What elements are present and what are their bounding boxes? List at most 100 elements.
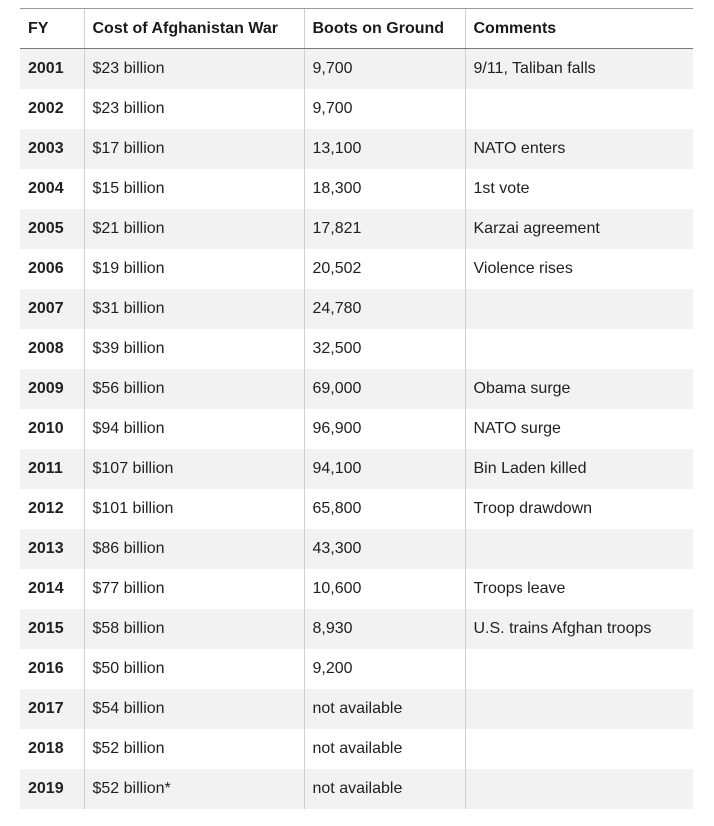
cell-fy: 2013 — [28, 539, 64, 557]
cell-cost: $107 billion — [83, 448, 304, 489]
table-row: 2014 $77 billion 10,600 Troops leave — [20, 568, 693, 609]
header-fy: FY — [20, 8, 84, 49]
cell-comments — [464, 688, 693, 729]
cell-cost: $52 billion* — [83, 768, 304, 809]
cell-comments — [464, 328, 693, 369]
table-row: 2012 $101 billion 65,800 Troop drawdown — [20, 488, 693, 529]
cell-boots: 9,200 — [303, 648, 465, 689]
cell-boots: 24,780 — [303, 288, 465, 329]
cell-fy: 2017 — [28, 699, 64, 717]
cell-boots: 69,000 — [303, 368, 465, 409]
cell-cost: $31 billion — [83, 288, 304, 329]
table-row: 2013 $86 billion 43,300 — [20, 528, 693, 569]
cell-cost: $86 billion — [83, 528, 304, 569]
table-row: 2010 $94 billion 96,900 NATO surge — [20, 408, 693, 449]
cell-boots: 43,300 — [303, 528, 465, 569]
afghanistan-war-cost-table-container: FY Cost of Afghanistan War Boots on Grou… — [20, 8, 693, 809]
table-body: 2001 $23 billion 9,700 9/11, Taliban falls 2… — [20, 48, 693, 809]
table-row: 2004 $15 billion 18,300 1st vote — [20, 168, 693, 209]
cell-cost: $39 billion — [83, 328, 304, 369]
table-row: 2009 $56 billion 69,000 Obama surge — [20, 368, 693, 409]
cell-fy: 2006 — [28, 259, 64, 277]
cell-comments — [464, 648, 693, 689]
cell-comments — [464, 768, 693, 809]
table-row: 2007 $31 billion 24,780 — [20, 288, 693, 329]
cell-boots: 17,821 — [303, 208, 465, 249]
cell-comments: 9/11, Taliban falls — [464, 48, 693, 89]
cell-fy: 2019 — [28, 779, 64, 797]
cell-boots: 65,800 — [303, 488, 465, 529]
cell-comments: Troop drawdown — [464, 488, 693, 529]
cell-comments — [464, 528, 693, 569]
cell-cost: $50 billion — [83, 648, 304, 689]
cell-cost: $21 billion — [83, 208, 304, 249]
cell-comments: 1st vote — [464, 168, 693, 209]
cell-fy: 2001 — [28, 59, 64, 77]
cell-boots: 96,900 — [303, 408, 465, 449]
cell-boots: 32,500 — [303, 328, 465, 369]
cell-boots: 18,300 — [303, 168, 465, 209]
cell-cost: $52 billion — [83, 728, 304, 769]
cell-cost: $19 billion — [83, 248, 304, 289]
cell-fy: 2007 — [28, 299, 64, 317]
table-row: 2019 $52 billion* not available — [20, 768, 693, 809]
cell-fy: 2018 — [28, 739, 64, 757]
cell-comments: NATO enters — [464, 128, 693, 169]
cell-fy: 2015 — [28, 619, 64, 637]
header-cost: Cost of Afghanistan War — [83, 8, 304, 49]
cell-comments: Obama surge — [464, 368, 693, 409]
header-row: FY Cost of Afghanistan War Boots on Grou… — [20, 8, 693, 49]
cell-cost: $77 billion — [83, 568, 304, 609]
cell-comments — [464, 288, 693, 329]
cell-cost: $15 billion — [83, 168, 304, 209]
cell-fy: 2014 — [28, 579, 64, 597]
cell-comments — [464, 88, 693, 129]
cell-comments: Violence rises — [464, 248, 693, 289]
cell-cost: $101 billion — [83, 488, 304, 529]
cell-fy: 2004 — [28, 179, 64, 197]
cell-boots: 94,100 — [303, 448, 465, 489]
table-row: 2006 $19 billion 20,502 Violence rises — [20, 248, 693, 289]
table-row: 2017 $54 billion not available — [20, 688, 693, 729]
cell-comments — [464, 728, 693, 769]
cell-cost: $23 billion — [83, 88, 304, 129]
afghanistan-war-cost-table: FY Cost of Afghanistan War Boots on Grou… — [20, 8, 693, 809]
cell-fy: 2005 — [28, 219, 64, 237]
cell-comments: NATO surge — [464, 408, 693, 449]
cell-fy: 2008 — [28, 339, 64, 357]
cell-boots: 10,600 — [303, 568, 465, 609]
table-row: 2016 $50 billion 9,200 — [20, 648, 693, 689]
cell-fy: 2011 — [28, 459, 63, 477]
table-header: FY Cost of Afghanistan War Boots on Grou… — [20, 8, 693, 49]
cell-fy: 2009 — [28, 379, 64, 397]
cell-comments: U.S. trains Afghan troops — [464, 608, 693, 649]
table-row: 2002 $23 billion 9,700 — [20, 88, 693, 129]
table-row: 2001 $23 billion 9,700 9/11, Taliban falls — [20, 48, 693, 89]
cell-comments: Troops leave — [464, 568, 693, 609]
header-comments: Comments — [464, 8, 693, 49]
cell-comments: Bin Laden killed — [464, 448, 693, 489]
cell-cost: $54 billion — [83, 688, 304, 729]
cell-fy: 2012 — [28, 499, 64, 517]
table-row: 2018 $52 billion not available — [20, 728, 693, 769]
cell-boots: not available — [303, 768, 465, 809]
cell-boots: 8,930 — [303, 608, 465, 649]
cell-comments: Karzai agreement — [464, 208, 693, 249]
cell-fy: 2016 — [28, 659, 64, 677]
cell-fy: 2003 — [28, 139, 64, 157]
cell-fy: 2010 — [28, 419, 64, 437]
cell-cost: $56 billion — [83, 368, 304, 409]
table-row: 2015 $58 billion 8,930 U.S. trains Afghan t… — [20, 608, 693, 649]
header-boots: Boots on Ground — [303, 8, 465, 49]
cell-boots: 20,502 — [303, 248, 465, 289]
table-row: 2003 $17 billion 13,100 NATO enters — [20, 128, 693, 169]
cell-fy: 2002 — [28, 99, 64, 117]
cell-cost: $23 billion — [83, 48, 304, 89]
table-row: 2008 $39 billion 32,500 — [20, 328, 693, 369]
cell-cost: $58 billion — [83, 608, 304, 649]
cell-boots: 9,700 — [303, 48, 465, 89]
cell-boots: not available — [303, 688, 465, 729]
cell-boots: 13,100 — [303, 128, 465, 169]
cell-cost: $17 billion — [83, 128, 304, 169]
table-row: 2011 $107 billion 94,100 Bin Laden killed — [20, 448, 693, 489]
